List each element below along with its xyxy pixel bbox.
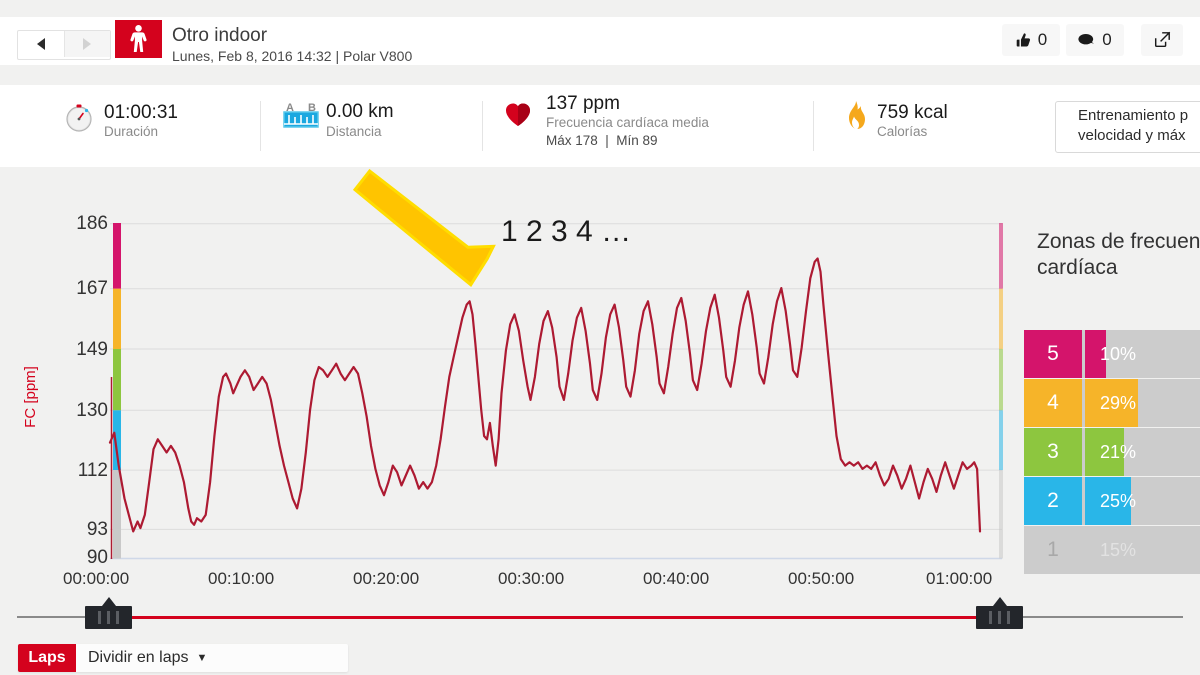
svg-text:149: 149 [76,339,108,360]
svg-text:00:10:00: 00:10:00 [208,569,274,588]
svg-text:112: 112 [78,460,108,481]
svg-text:167: 167 [76,278,108,299]
svg-text:00:30:00: 00:30:00 [498,569,564,588]
svg-text:00:20:00: 00:20:00 [353,569,419,588]
svg-text:FC [ppm]: FC [ppm] [22,366,39,428]
svg-text:00:40:00: 00:40:00 [643,569,709,588]
svg-text:130: 130 [76,400,108,421]
svg-text:00:00:00: 00:00:00 [63,569,129,588]
svg-text:01:00:00: 01:00:00 [926,569,992,588]
svg-text:93: 93 [87,519,108,540]
svg-text:186: 186 [76,213,108,234]
svg-text:90: 90 [87,547,108,568]
svg-text:00:50:00: 00:50:00 [788,569,854,588]
